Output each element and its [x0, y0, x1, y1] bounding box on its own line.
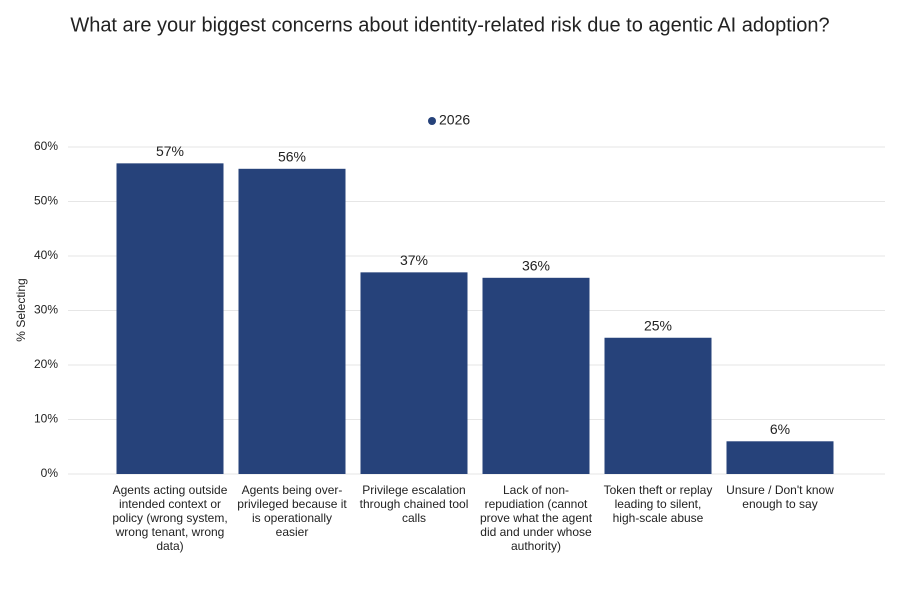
- y-tick-label: 60%: [34, 139, 58, 153]
- data-label: 56%: [278, 149, 306, 165]
- data-label: 37%: [400, 252, 428, 268]
- x-tick-label: Unsure / Don't know enough to say: [726, 483, 834, 511]
- data-label: 57%: [156, 143, 184, 159]
- x-tick-label: Agents acting outside intended context o…: [112, 483, 228, 553]
- bar: [604, 337, 712, 474]
- y-tick-label: 50%: [34, 194, 58, 208]
- y-tick-label: 10%: [34, 412, 58, 426]
- y-axis-title: % Selecting: [14, 278, 28, 341]
- legend-marker: [428, 117, 436, 125]
- x-tick-label: Token theft or replay leading to silent,…: [603, 483, 713, 525]
- bar: [482, 277, 590, 474]
- legend-label: 2026: [439, 112, 470, 128]
- y-tick-label: 40%: [34, 248, 58, 262]
- x-tick-label: Agents being over-privileged because it …: [237, 483, 347, 539]
- data-label: 25%: [644, 317, 672, 333]
- y-tick-label: 20%: [34, 357, 58, 371]
- data-label: 36%: [522, 258, 550, 274]
- chart-title: What are your biggest concerns about ide…: [70, 14, 829, 36]
- bar: [360, 272, 468, 474]
- x-tick-label: Privilege escalation through chained too…: [359, 483, 469, 525]
- x-tick-label: Lack of non-repudiation (cannot prove wh…: [479, 483, 593, 553]
- y-tick-label: 30%: [34, 303, 58, 317]
- bar: [116, 163, 224, 474]
- bar: [238, 168, 346, 475]
- y-tick-label: 0%: [41, 466, 59, 480]
- bar: [726, 441, 834, 474]
- data-label: 6%: [770, 421, 790, 437]
